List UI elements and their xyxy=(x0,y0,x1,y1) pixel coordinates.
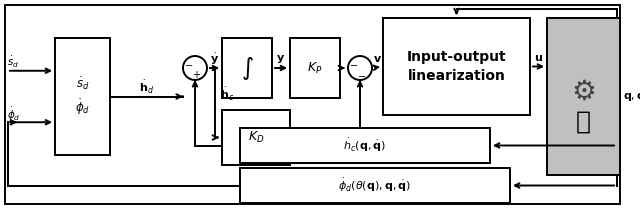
Text: $\mathbf{u}$: $\mathbf{u}$ xyxy=(534,52,543,62)
Bar xyxy=(240,128,490,163)
Text: 🤖: 🤖 xyxy=(576,110,591,134)
Text: $\int$: $\int$ xyxy=(241,55,253,82)
Text: $-$: $-$ xyxy=(356,70,366,80)
Text: $\dot{\mathbf{h}}_c$: $\dot{\mathbf{h}}_c$ xyxy=(220,86,234,103)
Text: $\dot{s}_d$
$\dot{\phi}_d$: $\dot{s}_d$ $\dot{\phi}_d$ xyxy=(75,76,90,117)
Text: $+$: $+$ xyxy=(192,69,201,80)
Text: $-$: $-$ xyxy=(349,59,358,69)
Text: $K_D$: $K_D$ xyxy=(248,130,264,145)
Bar xyxy=(240,168,510,203)
Text: Input-output
linearization: Input-output linearization xyxy=(406,50,506,83)
Text: $-$: $-$ xyxy=(184,59,193,69)
Text: $\mathbf{q},\dot{\mathbf{q}}$: $\mathbf{q},\dot{\mathbf{q}}$ xyxy=(623,89,640,104)
Text: $\dot{\phi}_d$: $\dot{\phi}_d$ xyxy=(7,106,20,123)
Text: $\dot{h}_c(\mathbf{q},\dot{\mathbf{q}})$: $\dot{h}_c(\mathbf{q},\dot{\mathbf{q}})$ xyxy=(344,137,387,154)
Text: $\dot{\mathbf{y}}$: $\dot{\mathbf{y}}$ xyxy=(210,51,219,67)
Bar xyxy=(547,18,620,175)
Bar xyxy=(222,38,272,98)
Bar xyxy=(55,38,110,155)
Text: ⚙: ⚙ xyxy=(571,77,596,106)
Text: $\mathbf{v}$: $\mathbf{v}$ xyxy=(373,54,382,64)
Text: $\dot{\mathbf{h}}_d$: $\dot{\mathbf{h}}_d$ xyxy=(139,79,154,96)
Bar xyxy=(222,110,290,165)
Text: $\dot{s}_d$: $\dot{s}_d$ xyxy=(7,55,19,70)
Text: $K_P$: $K_P$ xyxy=(307,60,323,76)
Text: $\mathbf{y}$: $\mathbf{y}$ xyxy=(276,53,285,65)
Bar xyxy=(383,18,530,115)
Text: $\dot{\phi}_d(\theta(\mathbf{q}),\mathbf{q},\dot{\mathbf{q}})$: $\dot{\phi}_d(\theta(\mathbf{q}),\mathbf… xyxy=(339,177,412,194)
Bar xyxy=(290,38,340,98)
